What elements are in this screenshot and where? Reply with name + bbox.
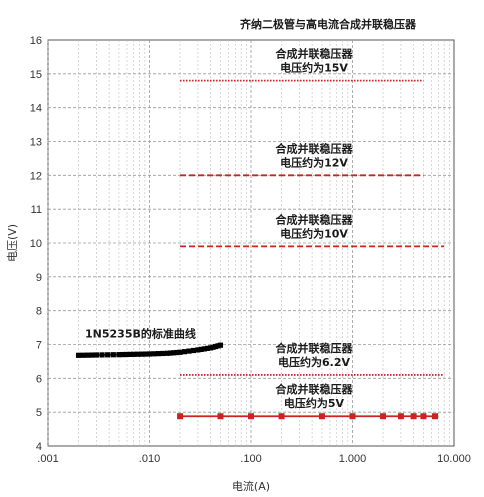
data-point-standard-curve <box>146 351 153 357</box>
y-tick-label: 13 <box>30 137 42 149</box>
data-point-standard-curve <box>139 351 145 357</box>
y-tick-label: 4 <box>36 441 42 453</box>
annotation-regulator-4: 电压约为6.2V <box>278 355 350 369</box>
annotation-regulator-2: 电压约为12V <box>280 155 348 169</box>
y-tick-label: 14 <box>30 103 42 115</box>
annotation-regulator-3: 电压约为10V <box>280 226 348 240</box>
data-point-regulator-5v <box>420 413 427 420</box>
data-point-standard-curve <box>105 352 111 358</box>
y-tick-label: 12 <box>30 170 42 182</box>
data-point-standard-curve <box>204 345 211 351</box>
data-point-standard-curve <box>195 347 201 353</box>
data-point-regulator-5v <box>318 413 325 420</box>
data-point-standard-curve <box>93 352 100 358</box>
data-point-standard-curve <box>164 350 170 356</box>
data-point-regulator-5v <box>349 413 356 420</box>
data-point-standard-curve <box>177 349 183 355</box>
data-point-standard-curve <box>75 352 82 358</box>
annotation-regulator-5: 电压约为5V <box>284 396 345 410</box>
annotation-regulator-5: 合成并联稳压器 <box>276 382 354 396</box>
x-tick-label: 1.000 <box>339 453 367 465</box>
data-point-regulator-5v <box>432 413 439 420</box>
y-tick-label: 10 <box>30 238 42 250</box>
data-point-standard-curve <box>181 349 188 355</box>
tick-labels: .001 .010 .100 1.000 10.000 4 5 6 7 8 9 10 11 12 13 14 1… <box>30 35 471 465</box>
data-point-standard-curve <box>116 352 122 358</box>
data-point-standard-curve <box>80 352 86 358</box>
y-tick-label: 9 <box>36 272 42 284</box>
data-point-regulator-5v <box>397 413 404 420</box>
annotation-regulator-3: 合成并联稳压器 <box>276 212 354 226</box>
data-point-standard-curve <box>174 349 180 356</box>
data-point-regulator-5v <box>248 413 254 420</box>
data-point-regulator-5v <box>380 413 387 420</box>
data-point-standard-curve <box>120 351 126 358</box>
data-point-standard-curve <box>155 351 162 357</box>
x-tick-label: .001 <box>37 453 58 465</box>
data-point-standard-curve <box>127 351 133 357</box>
data-point-regulator-5v <box>217 413 224 420</box>
data-point-standard-curve <box>190 347 197 354</box>
data-point-regulator-5v <box>410 413 417 420</box>
x-tick-label: .100 <box>240 453 261 465</box>
y-tick-label: 6 <box>36 373 42 385</box>
y-axis-title: 电压(V) <box>6 224 19 262</box>
y-tick-label: 15 <box>30 69 42 81</box>
annotation-regulator-1: 电压约为15V <box>280 61 348 75</box>
x-tick-label: .010 <box>139 453 160 465</box>
data-point-standard-curve <box>89 352 95 358</box>
data-point-standard-curve <box>201 346 207 352</box>
data-point-regulator-5v <box>278 413 285 420</box>
x-axis-title: 电流(A) <box>232 479 270 493</box>
y-tick-label: 16 <box>30 35 42 47</box>
data-point-standard-curve <box>131 351 137 357</box>
x-tick-label: 10.000 <box>437 453 471 465</box>
grid <box>47 40 454 446</box>
chart-title: 齐纳二极管与高电流合成并联稳压器 <box>240 17 417 31</box>
y-tick-label: 5 <box>36 407 42 419</box>
annotation-standard-curve: 1N5235B的标准曲线 <box>85 326 196 340</box>
y-tick-label: 7 <box>36 340 42 352</box>
data-point-standard-curve <box>142 351 149 357</box>
annotation-regulator-4: 合成并联稳压器 <box>276 341 354 355</box>
data-point-standard-curve <box>135 351 141 357</box>
data-point-standard-curve <box>151 351 157 357</box>
annotation-regulator-2: 合成并联稳压器 <box>276 141 354 155</box>
y-tick-label: 11 <box>31 204 42 216</box>
data-point-standard-curve <box>110 352 116 358</box>
data-point-standard-curve <box>167 350 174 356</box>
data-point-standard-curve <box>171 350 177 356</box>
data-point-standard-curve <box>198 346 204 353</box>
data-point-standard-curve <box>160 350 166 357</box>
data-point-standard-curve <box>217 342 224 348</box>
data-point-standard-curve <box>186 348 192 354</box>
annotations: 1N5235B的标准曲线合成并联稳压器电压约为15V合成并联稳压器电压约为12V… <box>85 47 353 411</box>
data-point-regulator-5v <box>177 413 184 420</box>
data-point-standard-curve <box>84 352 91 358</box>
annotation-regulator-1: 合成并联稳压器 <box>276 47 354 61</box>
data-point-standard-curve <box>123 351 129 358</box>
series-layer <box>75 79 445 420</box>
data-point-standard-curve <box>99 352 105 358</box>
y-tick-label: 8 <box>36 306 42 318</box>
